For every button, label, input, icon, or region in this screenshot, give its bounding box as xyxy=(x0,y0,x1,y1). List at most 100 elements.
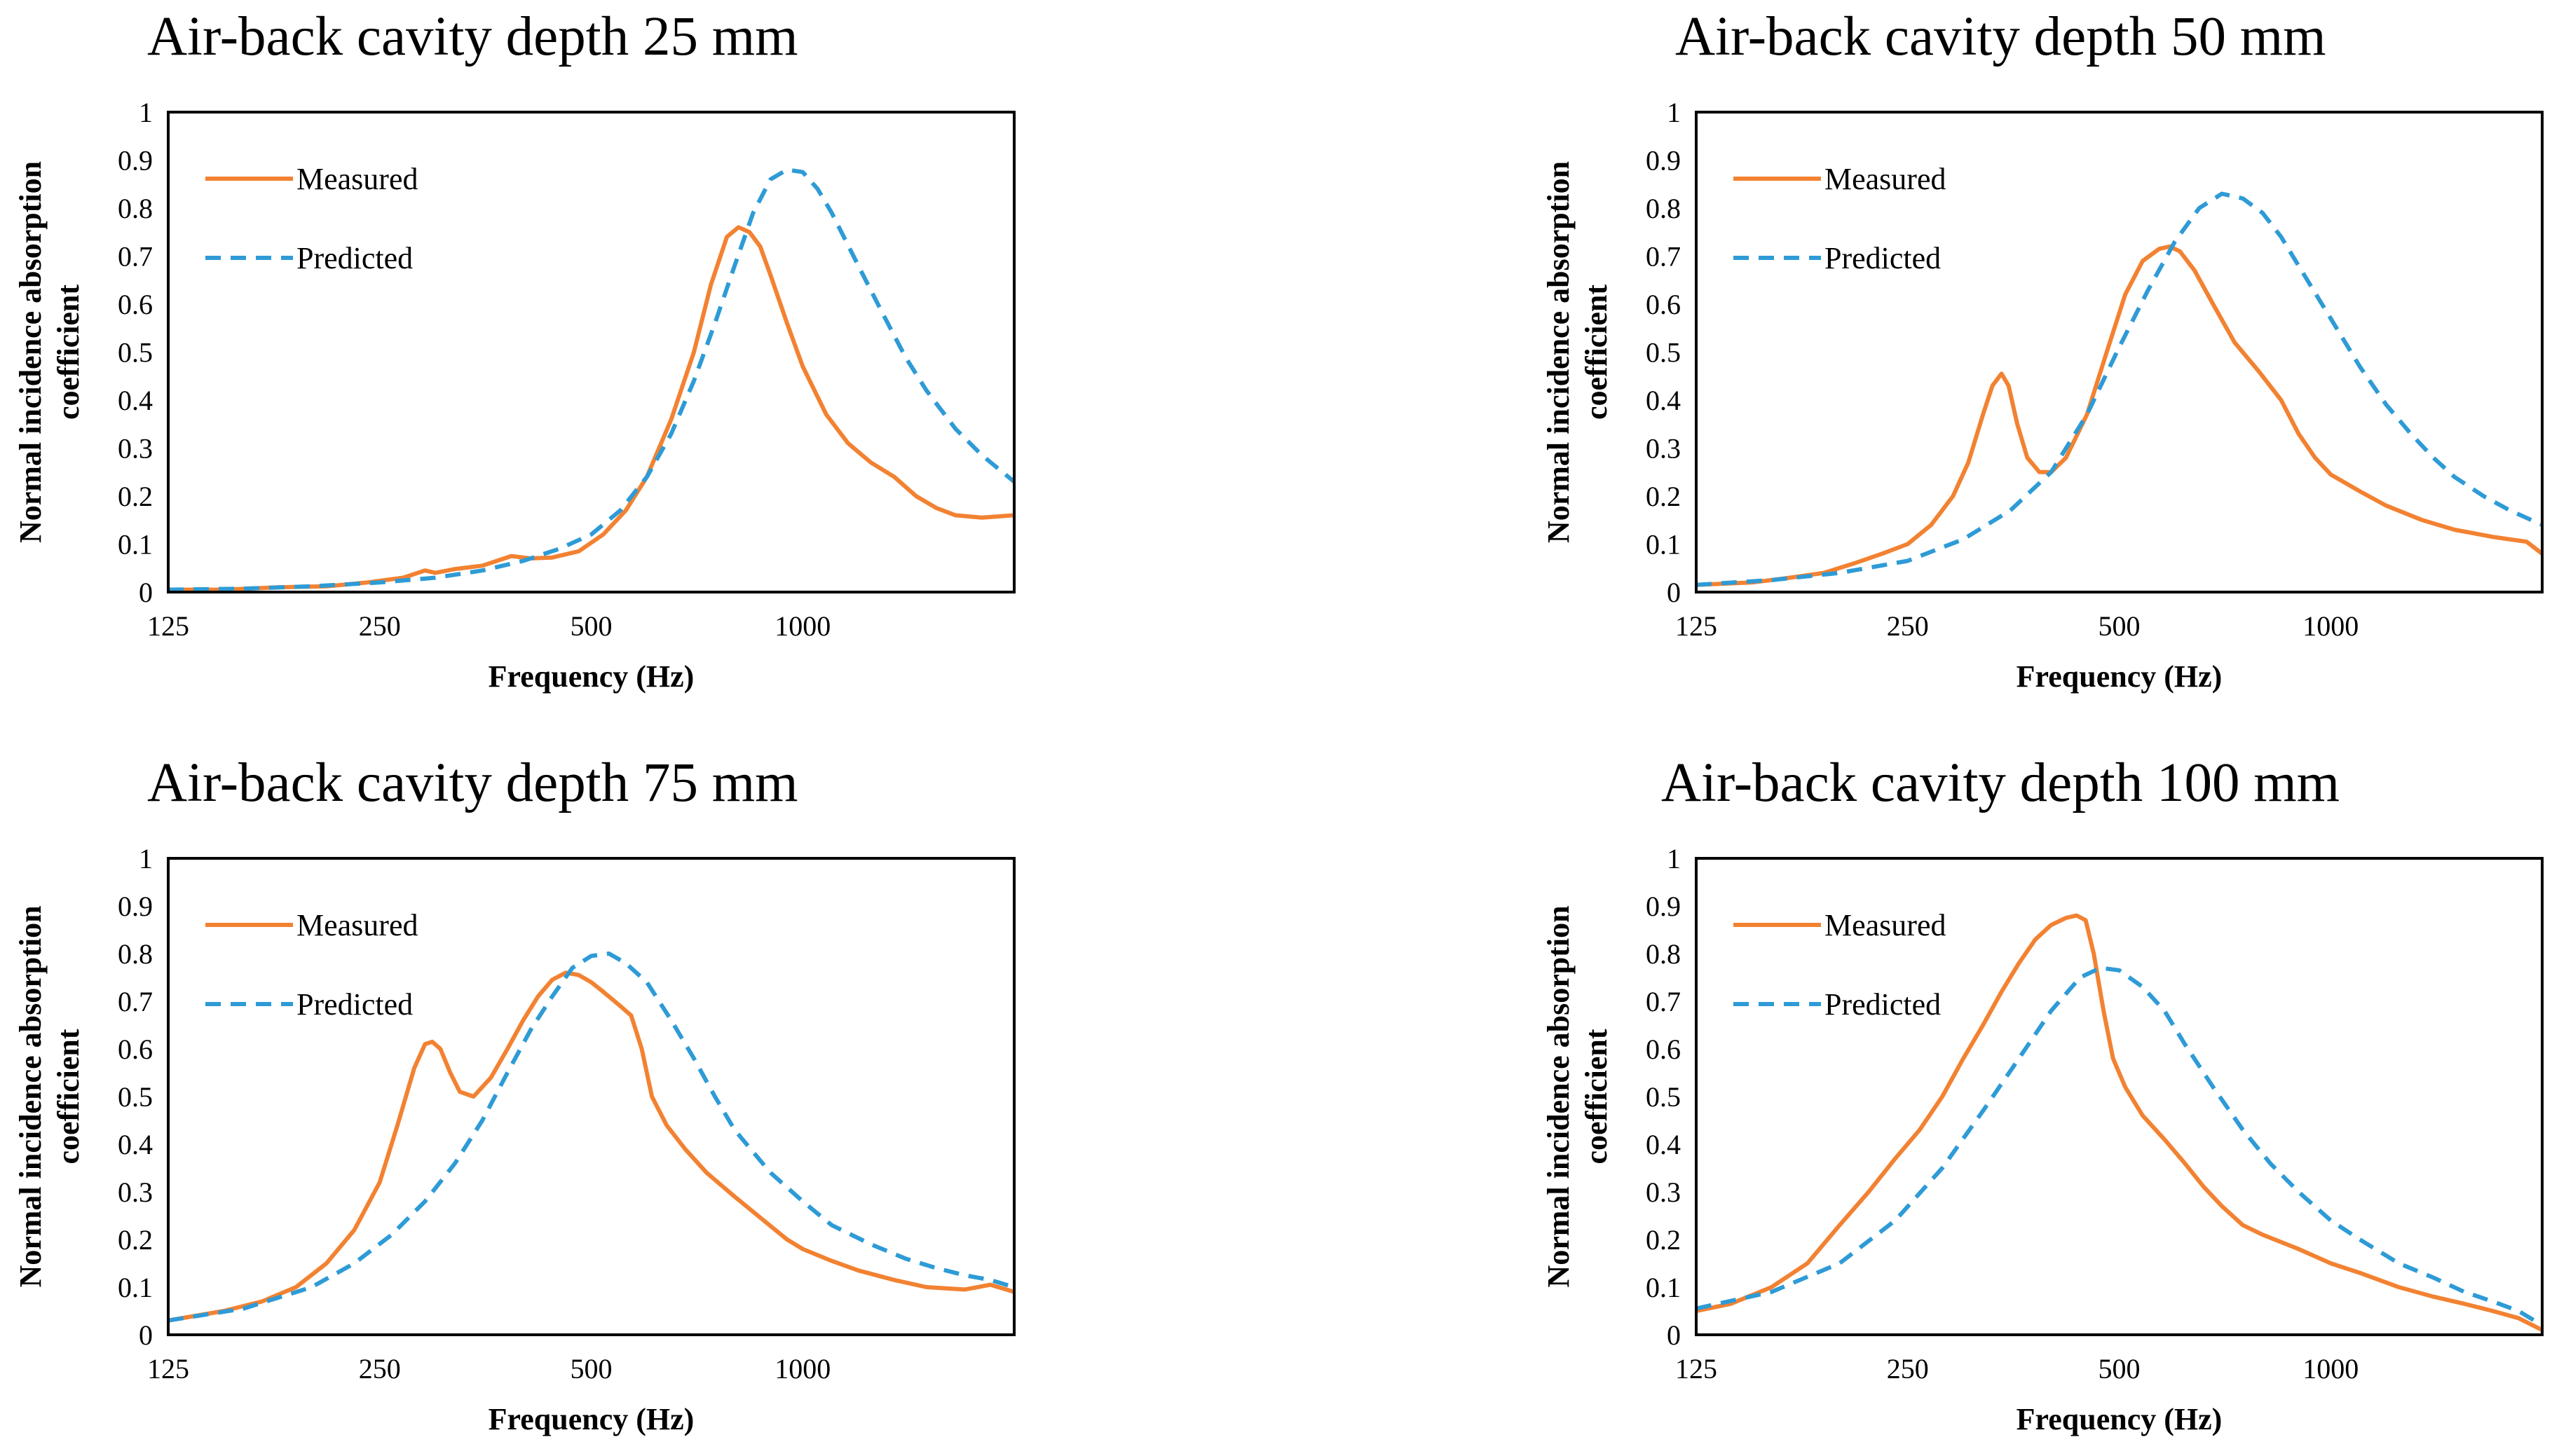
legend-label-measured: Measured xyxy=(1824,908,1946,942)
series-line-measured xyxy=(168,225,1014,592)
y-axis-title: coefficient xyxy=(1579,1029,1613,1164)
y-tick-label: 0.5 xyxy=(118,1081,153,1113)
y-axis-title: coefficient xyxy=(1579,284,1613,420)
x-tick-label: 500 xyxy=(571,610,613,642)
x-tick-label: 250 xyxy=(359,1353,401,1385)
y-tick-label: 0.2 xyxy=(118,481,153,512)
y-tick-label: 0.6 xyxy=(1646,289,1681,320)
y-tick-label: 0.1 xyxy=(1646,1272,1681,1303)
y-tick-label: 1 xyxy=(1667,97,1681,128)
x-axis-title: Frequency (Hz) xyxy=(489,1402,695,1436)
legend-label-measured: Measured xyxy=(1824,162,1946,196)
x-tick-label: 1000 xyxy=(2302,1353,2359,1385)
x-tick-label: 125 xyxy=(1675,610,1717,642)
y-tick-label: 0.8 xyxy=(1646,193,1681,224)
y-tick-label: 0.3 xyxy=(1646,433,1681,465)
legend-label-predicted: Predicted xyxy=(296,987,413,1022)
x-tick-label: 1000 xyxy=(775,610,831,642)
series-line-measured xyxy=(1696,244,2542,587)
x-tick-label: 125 xyxy=(147,1353,189,1385)
y-tick-label: 0.5 xyxy=(1646,337,1681,369)
series-line-measured xyxy=(168,970,1014,1323)
chart-panel: Air-back cavity depth 25 mm 0 0.1 0.2 0.3 0.4… xyxy=(13,6,1016,694)
y-tick-label: 0.7 xyxy=(1646,986,1681,1017)
y-axis-title: coefficient xyxy=(51,284,86,420)
y-tick-label: 0.4 xyxy=(1646,385,1681,416)
legend-label-predicted: Predicted xyxy=(1824,241,1941,275)
y-tick-label: 0.4 xyxy=(1646,1129,1681,1160)
x-tick-label: 125 xyxy=(1675,1353,1717,1385)
y-tick-label: 0.7 xyxy=(118,241,153,273)
x-axis-title: Frequency (Hz) xyxy=(2017,659,2223,694)
y-tick-label: 1 xyxy=(139,843,153,874)
x-tick-label: 250 xyxy=(359,610,401,642)
y-axis-title: Normal incidence absorption xyxy=(1541,905,1576,1287)
series-line-predicted xyxy=(1696,966,2542,1327)
y-tick-label: 0 xyxy=(139,577,153,608)
y-tick-label: 0 xyxy=(1667,1319,1681,1351)
y-tick-label: 0.3 xyxy=(1646,1176,1681,1208)
y-tick-label: 0.8 xyxy=(118,193,153,224)
legend-label-measured: Measured xyxy=(296,908,418,942)
y-axis-title: coefficient xyxy=(51,1029,86,1164)
legend-label-predicted: Predicted xyxy=(296,241,413,275)
y-tick-label: 0.4 xyxy=(118,385,153,416)
y-tick-label: 0.5 xyxy=(118,337,153,369)
x-tick-label: 500 xyxy=(571,1353,613,1385)
y-tick-label: 0.9 xyxy=(1646,145,1681,177)
y-tick-label: 0.6 xyxy=(118,289,153,320)
chart-title: Air-back cavity depth 75 mm xyxy=(147,753,798,813)
series-line-predicted xyxy=(168,952,1014,1323)
x-axis-title: Frequency (Hz) xyxy=(2017,1402,2223,1436)
y-tick-label: 0.1 xyxy=(118,1272,153,1303)
chart-panel: Air-back cavity depth 100 mm 0 0.1 0.2 0.3 0.… xyxy=(1541,753,2544,1436)
x-tick-label: 125 xyxy=(147,610,189,642)
y-tick-label: 1 xyxy=(139,97,153,128)
y-axis-title: Normal incidence absorption xyxy=(1541,161,1576,543)
y-tick-label: 0 xyxy=(139,1319,153,1351)
y-tick-label: 0.4 xyxy=(118,1129,153,1160)
y-tick-label: 0.9 xyxy=(118,145,153,177)
plot-frame xyxy=(1695,111,2544,593)
y-tick-label: 0.3 xyxy=(118,1176,153,1208)
chart-title: Air-back cavity depth 50 mm xyxy=(1675,6,2326,67)
series-line-predicted xyxy=(1696,191,2542,587)
y-tick-label: 0.2 xyxy=(1646,1224,1681,1256)
y-tick-label: 0.1 xyxy=(118,529,153,561)
x-tick-label: 1000 xyxy=(775,1353,831,1385)
y-tick-label: 0.7 xyxy=(1646,241,1681,273)
y-tick-label: 0.8 xyxy=(1646,938,1681,970)
legend-label-measured: Measured xyxy=(296,162,418,196)
series-line-predicted xyxy=(168,167,1014,592)
y-tick-label: 0 xyxy=(1667,577,1681,608)
chart-title: Air-back cavity depth 25 mm xyxy=(147,6,798,67)
chart-title: Air-back cavity depth 100 mm xyxy=(1661,753,2340,813)
y-tick-label: 1 xyxy=(1667,843,1681,874)
chart-panel: Air-back cavity depth 50 mm 0 0.1 0.2 0.3 0.4… xyxy=(1541,6,2544,694)
y-tick-label: 0.9 xyxy=(1646,891,1681,922)
plot-frame xyxy=(1695,857,2544,1336)
x-tick-label: 250 xyxy=(1887,1353,1929,1385)
y-tick-label: 0.3 xyxy=(118,433,153,465)
x-tick-label: 250 xyxy=(1887,610,1929,642)
series-line-measured xyxy=(1696,913,2542,1333)
x-tick-label: 500 xyxy=(2099,1353,2141,1385)
plot-frame xyxy=(167,111,1016,593)
y-tick-label: 0.7 xyxy=(118,986,153,1017)
legend-label-predicted: Predicted xyxy=(1824,987,1941,1022)
x-axis-title: Frequency (Hz) xyxy=(489,659,695,694)
y-tick-label: 0.1 xyxy=(1646,529,1681,561)
chart-panel: Air-back cavity depth 75 mm 0 0.1 0.2 0.3 0.4… xyxy=(13,753,1016,1436)
y-tick-label: 0.2 xyxy=(118,1224,153,1256)
x-tick-label: 500 xyxy=(2099,610,2141,642)
y-tick-label: 0.2 xyxy=(1646,481,1681,512)
plot-frame xyxy=(167,857,1016,1336)
y-tick-label: 0.9 xyxy=(118,891,153,922)
y-tick-label: 0.6 xyxy=(118,1033,153,1065)
y-tick-label: 0.5 xyxy=(1646,1081,1681,1113)
y-axis-title: Normal incidence absorption xyxy=(13,161,48,543)
y-tick-label: 0.6 xyxy=(1646,1033,1681,1065)
x-tick-label: 1000 xyxy=(2302,610,2359,642)
y-axis-title: Normal incidence absorption xyxy=(13,905,48,1287)
